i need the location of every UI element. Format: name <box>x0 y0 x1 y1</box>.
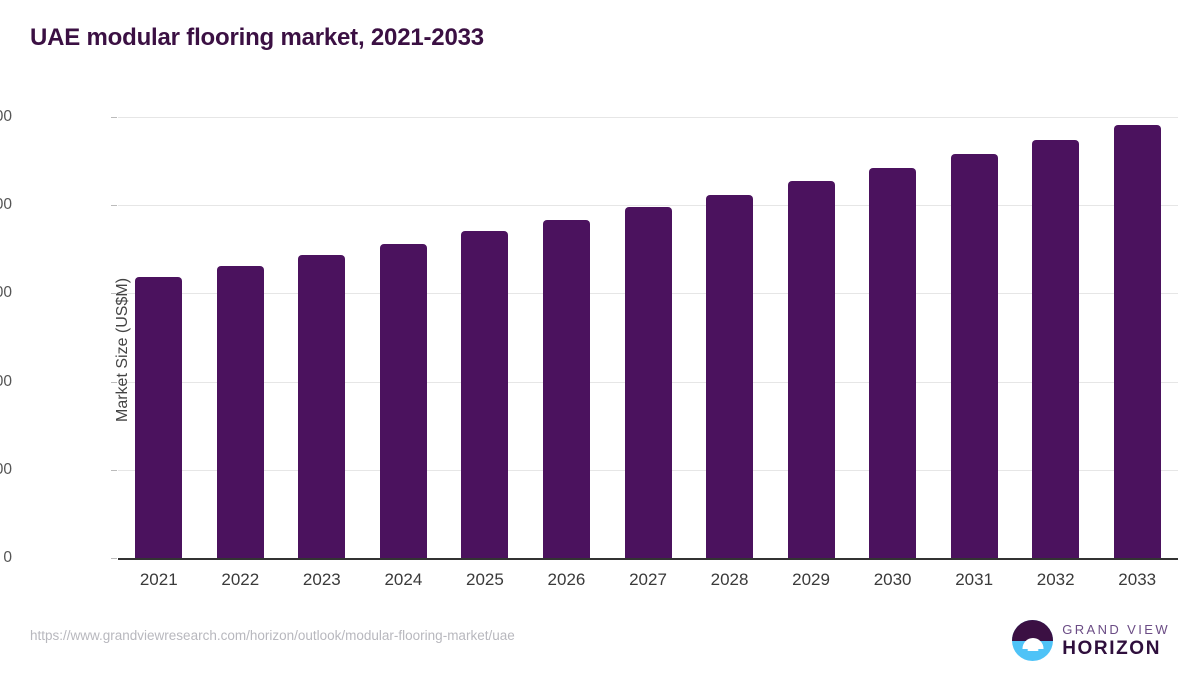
bar[interactable] <box>706 194 754 558</box>
bar[interactable] <box>1113 124 1161 558</box>
horizon-sun-icon <box>1012 620 1054 661</box>
x-tick-label: 2026 <box>547 570 586 589</box>
logo-ray-upper <box>1024 644 1042 648</box>
bar[interactable] <box>1032 139 1080 558</box>
logo-ray-lower <box>1027 648 1039 652</box>
logo-text-grand-view: GRAND VIEW <box>1062 622 1170 637</box>
y-axis-label: Market Size (US$M) <box>114 277 131 422</box>
y-tick-label: 800 <box>0 196 12 214</box>
plot-area: Market Size (US$M) <box>114 95 1178 559</box>
bar[interactable] <box>135 276 183 558</box>
logo-wordmark: GRAND VIEW HORIZON <box>1062 623 1170 658</box>
y-tick-mark <box>111 205 117 207</box>
x-tick-label: 2033 <box>1118 570 1157 589</box>
x-tick-label: 2031 <box>955 570 994 589</box>
logo-sun-shape <box>1022 637 1044 649</box>
x-tick-label: 2029 <box>792 570 830 589</box>
y-tick-label: 400 <box>0 372 12 390</box>
y-tick-label: 200 <box>0 460 12 478</box>
x-tick-label: 2032 <box>1036 570 1075 589</box>
y-tick-mark <box>111 558 117 559</box>
logo-sky <box>1012 620 1054 641</box>
bar[interactable] <box>787 181 835 558</box>
bar[interactable] <box>461 231 509 558</box>
bar[interactable] <box>869 167 917 558</box>
bar[interactable] <box>379 244 427 558</box>
x-tick-label: 2027 <box>629 570 667 589</box>
y-tick-mark <box>111 469 117 471</box>
bar[interactable] <box>542 220 590 558</box>
x-tick-label: 2023 <box>302 570 341 589</box>
x-tick-label: 2025 <box>466 570 504 589</box>
grand-view-horizon-logo: GRAND VIEW HORIZON <box>1012 620 1170 661</box>
y-tick-mark <box>111 293 117 295</box>
logo-text-horizon: HORIZON <box>1062 638 1162 659</box>
y-tick-label: 1000 <box>0 108 12 126</box>
bar[interactable] <box>950 153 998 558</box>
gridline <box>118 117 1178 119</box>
y-tick-mark <box>111 117 117 119</box>
x-tick-label: 2022 <box>221 570 260 589</box>
x-tick-label: 2021 <box>139 570 178 589</box>
y-tick-mark <box>111 381 117 383</box>
page-title: UAE modular flooring market, 2021-2033 <box>30 24 484 51</box>
bar[interactable] <box>298 255 346 558</box>
x-axis-line <box>118 558 1178 560</box>
x-tick-label: 2030 <box>873 570 912 589</box>
y-tick-label: 0 <box>3 549 12 566</box>
gridline <box>118 205 1178 207</box>
bar[interactable] <box>216 266 264 558</box>
x-tick-label: 2024 <box>384 570 423 589</box>
bar[interactable] <box>624 207 672 558</box>
x-tick-label: 2028 <box>710 570 749 589</box>
y-tick-label: 600 <box>0 284 12 302</box>
source-url[interactable]: https://www.grandviewresearch.com/horizo… <box>30 628 515 643</box>
